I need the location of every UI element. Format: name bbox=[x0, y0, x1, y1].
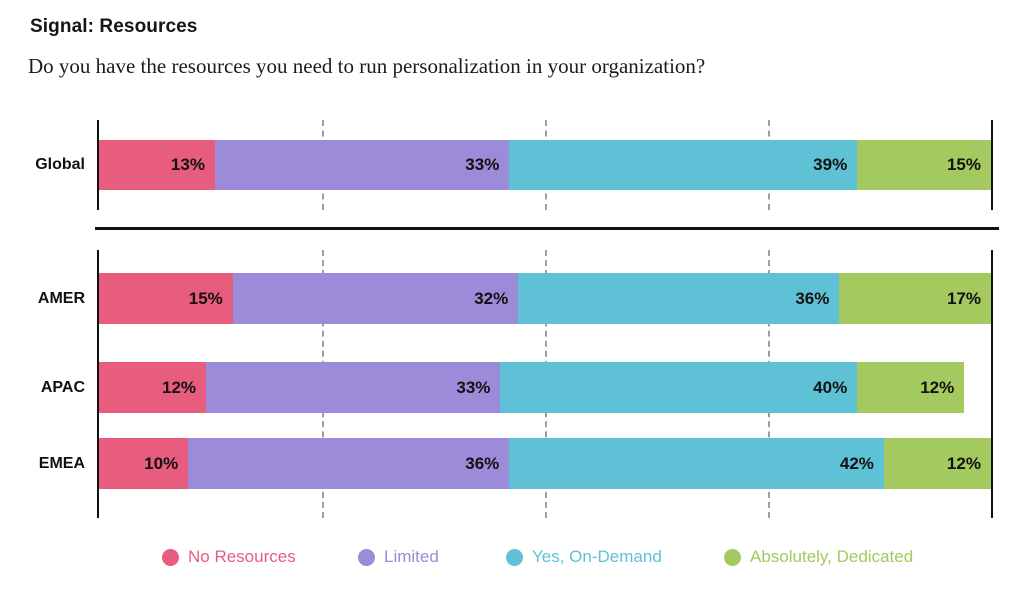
segment-emea-no-resources: 10% bbox=[99, 438, 189, 489]
segment-amer-limited: 32% bbox=[232, 273, 519, 324]
segment-global-absolutely-dedicated: 15% bbox=[857, 140, 991, 190]
segment-emea-limited: 36% bbox=[188, 438, 510, 489]
legend-item-absolutely-dedicated: Absolutely, Dedicated bbox=[724, 547, 913, 567]
survey-question: Do you have the resources you need to ru… bbox=[28, 54, 706, 78]
segment-global-no-resources: 13% bbox=[99, 140, 215, 190]
bar-row-global: Global 13% 33% 39% 15% bbox=[35, 140, 991, 190]
segment-amer-absolutely-dedicated: 17% bbox=[839, 273, 991, 324]
legend-item-no-resources: No Resources bbox=[162, 547, 296, 567]
segment-apac-no-resources: 12% bbox=[99, 362, 207, 413]
chart-separator-line bbox=[95, 227, 999, 230]
row-label-apac: APAC bbox=[40, 378, 85, 396]
bar-row-apac: APAC 12% 33% 40% 12% bbox=[41, 362, 991, 413]
legend-dot-icon-no-resources bbox=[162, 548, 179, 566]
legend-label-absolutely-dedicated: Absolutely, Dedicated bbox=[750, 547, 914, 566]
legend-item-yes-on-demand: Yes, On-Demand bbox=[506, 547, 662, 567]
regions-chart-plot: AMER 15% 32% 36% 17% APAC 12% 33% 40% 12% EMEA 10% 3… bbox=[38, 250, 993, 518]
segment-apac-limited: 33% bbox=[206, 362, 501, 413]
legend-label-yes-on-demand: Yes, On-Demand bbox=[532, 547, 662, 566]
segment-amer-yes-on-demand: 36% bbox=[518, 273, 840, 324]
legend-dot-icon-yes-on-demand bbox=[506, 548, 523, 566]
segment-global-yes-on-demand: 39% bbox=[509, 140, 858, 190]
segment-apac-yes-on-demand: 40% bbox=[500, 362, 858, 413]
page-title: Signal: Resources bbox=[30, 16, 198, 37]
legend-dot-icon-absolutely-dedicated bbox=[724, 548, 741, 566]
legend-dot-icon-limited bbox=[358, 548, 375, 566]
row-label-amer: AMER bbox=[37, 289, 85, 307]
global-chart-plot: Global 13% 33% 39% 15% bbox=[35, 120, 993, 210]
legend-label-limited: Limited bbox=[384, 547, 439, 566]
segment-amer-no-resources: 15% bbox=[99, 273, 233, 324]
row-label-global: Global bbox=[35, 156, 85, 173]
segment-global-limited: 33% bbox=[214, 140, 510, 190]
segment-apac-absolutely-dedicated: 12% bbox=[857, 362, 965, 413]
segment-emea-yes-on-demand: 42% bbox=[509, 438, 884, 489]
row-label-emea: EMEA bbox=[38, 454, 85, 472]
segment-emea-absolutely-dedicated: 12% bbox=[883, 438, 991, 489]
legend-label-no-resources: No Resources bbox=[188, 547, 296, 566]
bar-row-emea: EMEA 10% 36% 42% 12% bbox=[39, 438, 991, 489]
bar-row-amer: AMER 15% 32% 36% 17% bbox=[38, 273, 991, 324]
legend-item-limited: Limited bbox=[358, 547, 439, 567]
